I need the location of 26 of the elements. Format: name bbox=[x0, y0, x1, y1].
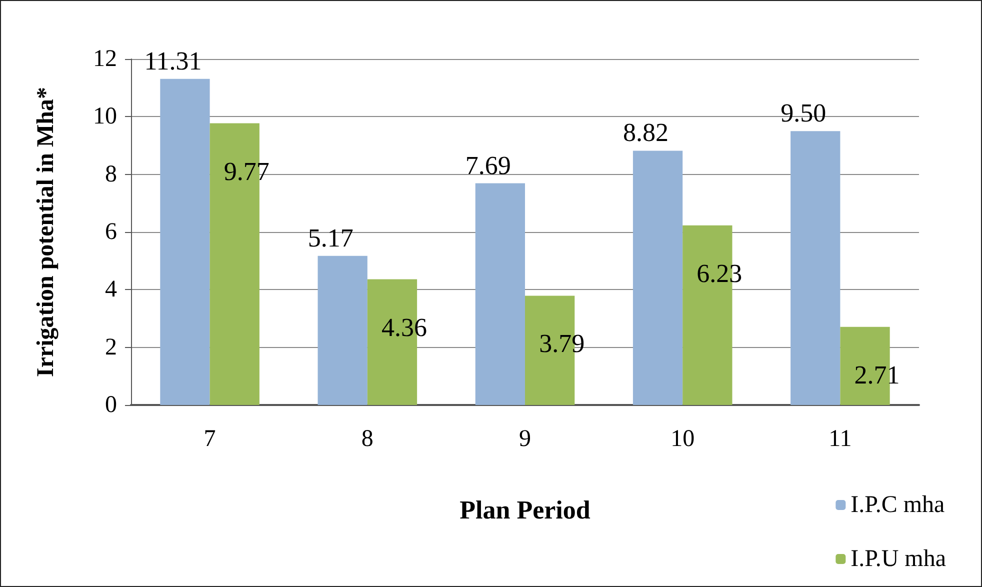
y-tick-label: 6 bbox=[105, 219, 117, 245]
x-tick-label: 7 bbox=[204, 426, 216, 452]
y-tick-label: 8 bbox=[105, 161, 117, 188]
bar bbox=[475, 183, 525, 405]
bar bbox=[160, 78, 210, 405]
bar bbox=[790, 131, 840, 405]
legend-label: I.P.C mha bbox=[850, 492, 946, 518]
y-tick-label: 10 bbox=[93, 104, 117, 130]
x-tick-label: 9 bbox=[519, 426, 531, 452]
y-tick-label: 0 bbox=[105, 392, 117, 418]
data-label: 7.69 bbox=[465, 150, 511, 180]
x-tick-label: 8 bbox=[361, 426, 374, 452]
data-label: 11.31 bbox=[144, 46, 202, 76]
y-tick-label: 2 bbox=[105, 334, 117, 360]
x-tick-label: 11 bbox=[828, 426, 852, 452]
data-label: 9.50 bbox=[780, 98, 826, 128]
y-axis-title: Irrigation potential in Mha* bbox=[33, 86, 59, 378]
data-label: 8.82 bbox=[623, 118, 669, 148]
bar bbox=[318, 256, 368, 405]
y-tick-label: 4 bbox=[105, 276, 117, 303]
y-tick-label: 12 bbox=[93, 46, 117, 72]
x-axis-title: Plan Period bbox=[460, 496, 591, 524]
legend-label: I.P.U mha bbox=[850, 546, 946, 572]
x-tick-label: 10 bbox=[670, 426, 695, 452]
bar bbox=[632, 150, 683, 405]
data-label: 5.17 bbox=[308, 223, 354, 252]
